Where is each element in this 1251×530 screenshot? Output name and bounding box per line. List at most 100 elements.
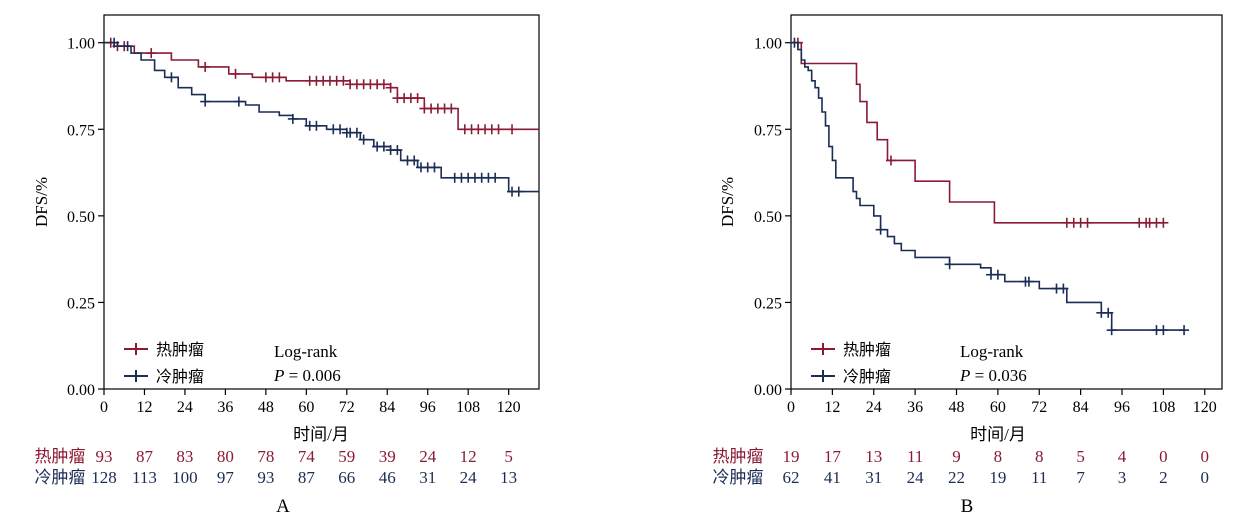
y-tick-label: 0.00 (67, 382, 95, 399)
y-tick-label: 0.75 (67, 122, 95, 139)
x-tick-label: 24 (866, 399, 882, 416)
risk-count: 3 (1118, 468, 1127, 487)
risk-count: 7 (1076, 468, 1085, 487)
legend-item-cold: 冷肿瘤 (124, 368, 204, 386)
legend: 热肿瘤 冷肿瘤 (811, 341, 891, 386)
x-tick-label: 84 (1073, 399, 1089, 416)
censor-mark (992, 269, 1003, 280)
risk-row-name: 热肿瘤 (713, 447, 764, 466)
censor-mark (1023, 276, 1034, 287)
risk-count: 97 (217, 468, 235, 487)
risk-count: 31 (419, 468, 436, 487)
censor-mark (1106, 325, 1117, 336)
censor-mark (200, 61, 211, 72)
risk-count: 80 (217, 447, 234, 466)
risk-count: 74 (298, 447, 316, 466)
x-tick-label: 72 (1031, 399, 1047, 416)
risk-table: 热肿瘤 93 87 83 80 78 74 59 39 24 12 5 冷肿瘤 128 113 100 97 93… (35, 447, 518, 487)
panel-label: B (961, 496, 974, 517)
x-tick-label: 60 (298, 399, 314, 416)
censor-mark (378, 141, 389, 152)
censor-mark (412, 93, 423, 104)
risk-row-name: 冷肿瘤 (713, 468, 764, 487)
risk-count: 128 (91, 468, 117, 487)
y-tick-label: 1.00 (754, 36, 782, 53)
censor-mark (944, 259, 955, 270)
risk-count: 8 (994, 447, 1003, 466)
y-axis-label: DFS/% (718, 177, 737, 227)
y-tick-label: 0.50 (67, 209, 95, 226)
x-tick-label: 108 (1151, 399, 1175, 416)
risk-count: 0 (1201, 468, 1210, 487)
x-tick-label: 24 (177, 399, 193, 416)
risk-count: 93 (257, 468, 274, 487)
censor-mark (1103, 307, 1114, 318)
risk-count: 93 (96, 447, 113, 466)
risk-count: 100 (172, 468, 198, 487)
plot-frame (103, 14, 540, 390)
x-axis-label: 时间/月 (293, 425, 349, 444)
panel-b: 0.000.250.500.751.00 0 12 24 36 48 60 72 84 96 10… (713, 14, 1223, 517)
x-tick-label: 60 (990, 399, 1006, 416)
x-tick-label: 36 (217, 399, 233, 416)
series-line-hot (791, 41, 1164, 224)
censor-mark (233, 96, 244, 107)
risk-table: 热肿瘤 19 17 13 11 9 8 8 5 4 0 0 冷肿瘤 62 41 31 24 22 19 11 7 3 2 0 (713, 447, 1210, 487)
risk-count: 66 (338, 468, 355, 487)
risk-count: 11 (1031, 468, 1047, 487)
risk-count: 4 (1118, 447, 1127, 466)
censor-mark (358, 134, 369, 145)
y-tick-label: 0.50 (754, 209, 782, 226)
censor-mark (109, 37, 120, 48)
x-tick-label: 72 (339, 399, 355, 416)
plot-frame (790, 14, 1223, 390)
risk-count: 8 (1035, 447, 1044, 466)
legend-item-hot: 热肿瘤 (124, 341, 204, 359)
risk-count: 5 (504, 447, 513, 466)
censor-mark (385, 82, 396, 93)
risk-count: 83 (176, 447, 193, 466)
censor-mark (789, 37, 800, 48)
censor-mark (230, 68, 241, 79)
censor-mark (429, 162, 440, 173)
series-line-hot (104, 41, 539, 131)
censor-mark (513, 186, 524, 197)
y-axis: 0.00 0.25 0.50 0.75 1.00 (754, 36, 791, 399)
x-tick-label: 12 (824, 399, 840, 416)
y-tick-label: 0.00 (754, 382, 782, 399)
x-tick-label: 48 (949, 399, 965, 416)
censor-mark (274, 72, 285, 83)
censor-mark (1158, 217, 1169, 228)
censor-mark (507, 124, 518, 135)
x-tick-label: 108 (456, 399, 480, 416)
risk-count: 19 (989, 468, 1006, 487)
p-value-text: = 0.036 (975, 366, 1027, 385)
risk-count: 13 (865, 447, 882, 466)
legend: 热肿瘤 冷肿瘤 (124, 341, 204, 386)
legend-item-cold: 冷肿瘤 (811, 368, 891, 386)
censor-mark (1158, 325, 1169, 336)
risk-count: 87 (298, 468, 316, 487)
x-tick-label: 84 (379, 399, 395, 416)
y-tick-label: 0.75 (754, 122, 782, 139)
p-value-text: = 0.006 (289, 366, 341, 385)
censor-mark (351, 127, 362, 138)
risk-count: 5 (1076, 447, 1085, 466)
legend-label-cold: 冷肿瘤 (156, 368, 204, 386)
x-tick-label: 36 (907, 399, 923, 416)
risk-count: 11 (907, 447, 923, 466)
censor-mark (335, 124, 346, 135)
p-value: P = 0.006 (273, 366, 341, 385)
x-axis: 0 12 24 36 48 60 72 84 96 108 120 (787, 389, 1217, 416)
risk-count: 24 (907, 468, 925, 487)
series-line-cold (104, 41, 539, 193)
risk-count: 2 (1159, 468, 1168, 487)
censor-mark (409, 155, 420, 166)
x-axis-label: 时间/月 (970, 425, 1026, 444)
censor-mark (122, 41, 133, 52)
series-line-cold (791, 41, 1185, 331)
y-tick-label: 0.25 (754, 295, 782, 312)
censor-mark (1082, 217, 1093, 228)
risk-count: 41 (824, 468, 841, 487)
y-axis-label: DFS/% (32, 177, 51, 227)
